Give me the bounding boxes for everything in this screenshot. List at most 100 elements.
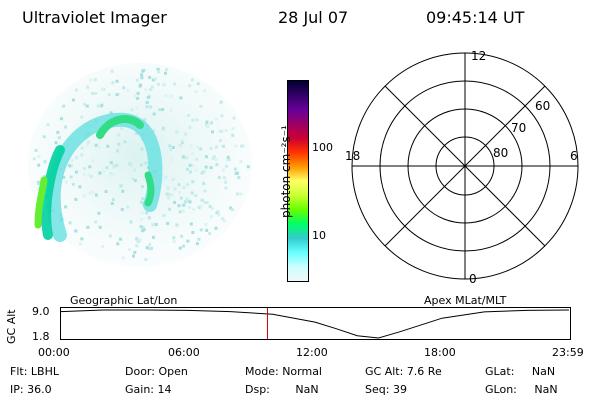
speckle-pixel [152, 112, 156, 116]
colorbar-label: photon cm⁻²s⁻¹ [279, 125, 293, 218]
speckle-pixel [239, 192, 243, 196]
speckle-pixel [109, 173, 113, 177]
speckle-pixel [206, 123, 210, 127]
speckle-pixel [43, 160, 47, 164]
speckle-pixel [205, 201, 209, 204]
speckle-pixel [162, 174, 166, 178]
speckle-pixel [182, 203, 186, 207]
speckle-pixel [69, 175, 73, 179]
speckle-pixel [78, 185, 82, 189]
speckle-pixel [136, 240, 140, 244]
speckle-pixel [88, 165, 92, 169]
speckle-pixel [233, 167, 237, 171]
speckle-pixel [46, 123, 50, 127]
speckle-pixel [173, 187, 177, 191]
speckle-pixel [91, 159, 95, 163]
speckle-pixel [32, 157, 36, 161]
speckle-pixel [82, 172, 86, 176]
speckle-pixel [178, 143, 182, 147]
speckle-pixel [116, 149, 120, 153]
speckle-pixel [147, 216, 151, 220]
speckle-pixel [190, 78, 194, 82]
speckle-pixel [162, 126, 165, 130]
speckle-pixel [197, 237, 201, 241]
speckle-pixel [217, 176, 221, 179]
flt-label: Flt: [10, 365, 28, 378]
speckle-pixel [164, 94, 168, 98]
speckle-pixel [211, 130, 214, 134]
speckle-pixel [229, 206, 233, 210]
speckle-pixel [121, 184, 124, 187]
speckle-pixel [224, 186, 228, 190]
colorbar [287, 80, 309, 282]
gcalt-value: 7.6 Re [406, 365, 442, 378]
speckle-pixel [196, 82, 200, 86]
speckle-pixel [161, 108, 165, 111]
speckle-pixel [144, 88, 148, 92]
speckle-pixel [148, 243, 152, 246]
speckle-pixel [147, 247, 151, 251]
speckle-pixel [75, 156, 78, 160]
speckle-pixel [111, 198, 115, 202]
speckle-pixel [142, 167, 146, 171]
speckle-pixel [187, 113, 191, 117]
speckle-pixel [42, 135, 46, 139]
speckle-pixel [127, 248, 131, 252]
speckle-pixel [140, 76, 144, 80]
gain-label: Gain: [125, 383, 154, 396]
speckle-pixel [162, 214, 166, 217]
speckle-pixel [94, 220, 98, 224]
speckle-pixel [138, 238, 142, 242]
speckle-pixel [177, 204, 181, 208]
speckle-pixel [116, 242, 120, 246]
speckle-pixel [189, 170, 193, 174]
door-value: Open [158, 365, 188, 378]
speckle-pixel [217, 213, 221, 217]
speckle-pixel [158, 108, 162, 112]
speckle-pixel [194, 90, 198, 94]
gc-alt-line [60, 309, 570, 339]
aurora-image [28, 63, 252, 267]
speckle-pixel [199, 228, 203, 232]
timeline-frame [60, 307, 571, 340]
speckle-pixel [224, 180, 228, 184]
auroral-oval-right [144, 171, 155, 207]
auroral-oval-bright [34, 176, 48, 229]
seq-value: 39 [392, 383, 407, 396]
speckle-pixel [140, 147, 144, 151]
speckle-pixel [191, 180, 195, 184]
speckle-pixel [204, 155, 208, 159]
speckle-pixel [142, 228, 146, 232]
speckle-pixel [37, 155, 41, 159]
speckle-pixel [74, 229, 78, 233]
speckle-pixel [165, 68, 168, 72]
speckle-pixel [246, 165, 250, 169]
speckle-pixel [211, 157, 215, 161]
speckle-pixel [188, 125, 192, 129]
seq-label: Seq: [365, 383, 390, 396]
speckle-pixel [200, 171, 204, 175]
speckle-pixel [188, 163, 192, 167]
speckle-pixel [87, 173, 91, 177]
speckle-pixel [135, 106, 139, 110]
speckle-pixel [115, 163, 119, 167]
speckle-pixel [145, 100, 149, 104]
speckle-pixel [219, 100, 223, 104]
speckle-pixel [117, 133, 121, 137]
speckle-pixel [214, 117, 218, 121]
speckle-pixel [195, 118, 199, 122]
speckle-pixel [192, 207, 196, 211]
speckle-pixel [169, 148, 173, 152]
speckle-pixel [100, 87, 104, 91]
colorbar-tick-10: 10 [312, 229, 326, 242]
speckle-pixel [150, 246, 153, 250]
speckle-pixel [195, 157, 199, 161]
speckle-pixel [221, 144, 225, 148]
speckle-pixel [134, 149, 138, 153]
speckle-pixel [141, 226, 145, 230]
speckle-pixel [140, 73, 144, 77]
speckle-pixel [149, 105, 153, 109]
date-label: 28 Jul 07 [278, 8, 349, 27]
speckle-pixel [140, 211, 144, 215]
speckle-pixel [205, 228, 209, 232]
